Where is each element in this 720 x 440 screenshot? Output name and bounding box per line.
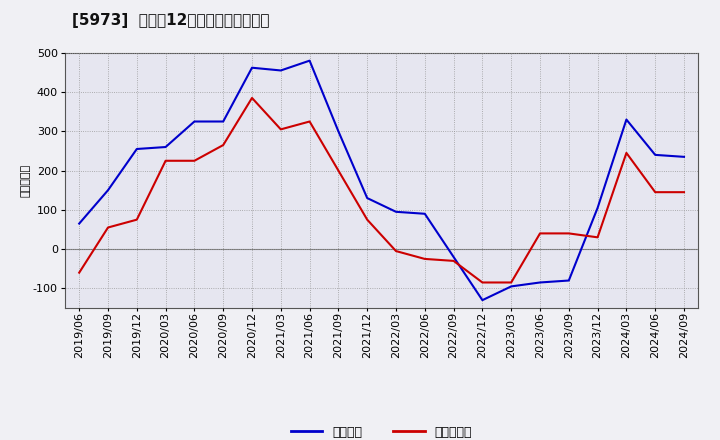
経常利益	[363, 195, 372, 201]
当期純利益	[219, 143, 228, 148]
当期純利益	[593, 235, 602, 240]
当期純利益	[161, 158, 170, 163]
経常利益	[190, 119, 199, 124]
当期純利益	[334, 168, 343, 173]
当期純利益	[420, 256, 429, 261]
経常利益	[680, 154, 688, 159]
経常利益	[449, 254, 458, 260]
当期純利益	[75, 270, 84, 275]
経常利益	[593, 205, 602, 210]
経常利益	[622, 117, 631, 122]
経常利益	[420, 211, 429, 216]
経常利益	[651, 152, 660, 158]
経常利益	[75, 221, 84, 226]
経常利益	[536, 280, 544, 285]
経常利益	[334, 128, 343, 134]
経常利益	[564, 278, 573, 283]
Text: [5973]  利益だ12か月移動合計の推移: [5973] 利益だ12か月移動合計の推移	[72, 13, 269, 28]
Y-axis label: （百万円）: （百万円）	[20, 164, 30, 197]
当期純利益	[132, 217, 141, 222]
経常利益	[219, 119, 228, 124]
当期純利益	[680, 190, 688, 195]
経常利益	[161, 144, 170, 150]
経常利益	[104, 187, 112, 193]
当期純利益	[651, 190, 660, 195]
当期純利益	[248, 95, 256, 101]
Line: 経常利益: 経常利益	[79, 61, 684, 300]
当期純利益	[507, 280, 516, 285]
当期純利益	[305, 119, 314, 124]
当期純利益	[190, 158, 199, 163]
Legend: 経常利益, 当期純利益: 経常利益, 当期純利益	[286, 422, 477, 440]
経常利益	[276, 68, 285, 73]
経常利益	[132, 147, 141, 152]
当期純利益	[363, 217, 372, 222]
当期純利益	[449, 258, 458, 264]
経常利益	[305, 58, 314, 63]
経常利益	[248, 65, 256, 70]
経常利益	[478, 297, 487, 303]
当期純利益	[622, 150, 631, 156]
経常利益	[392, 209, 400, 214]
当期純利益	[104, 225, 112, 230]
当期純利益	[478, 280, 487, 285]
当期純利益	[276, 127, 285, 132]
当期純利益	[536, 231, 544, 236]
当期純利益	[564, 231, 573, 236]
当期純利益	[392, 249, 400, 254]
Line: 当期純利益: 当期純利益	[79, 98, 684, 282]
経常利益	[507, 284, 516, 289]
